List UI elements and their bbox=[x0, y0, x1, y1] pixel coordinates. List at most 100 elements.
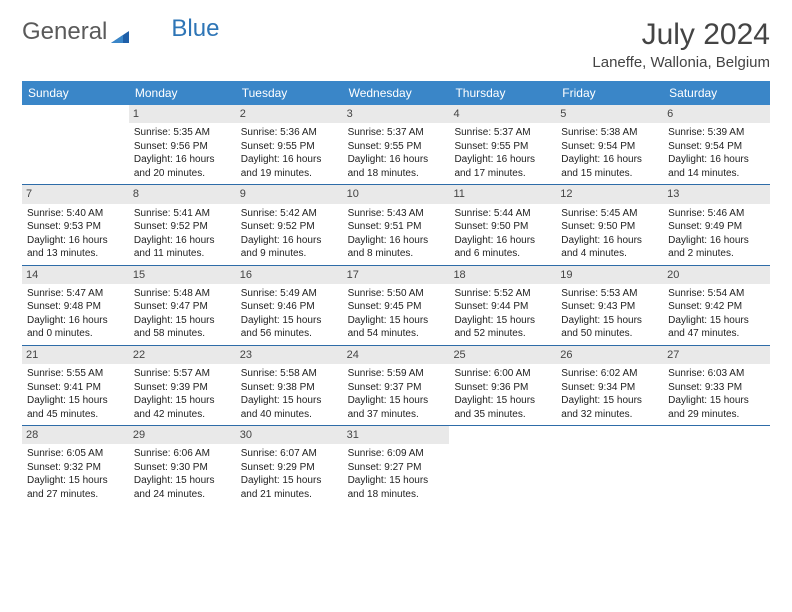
day-info: Sunrise: 5:38 AMSunset: 9:54 PMDaylight:… bbox=[560, 126, 659, 180]
sunset-text: Sunset: 9:42 PM bbox=[668, 300, 765, 313]
sunset-text: Sunset: 9:44 PM bbox=[454, 300, 551, 313]
sunset-text: Sunset: 9:38 PM bbox=[241, 381, 338, 394]
day-cell: 11Sunrise: 5:44 AMSunset: 9:50 PMDayligh… bbox=[449, 185, 556, 264]
day-cell: 12Sunrise: 5:45 AMSunset: 9:50 PMDayligh… bbox=[556, 185, 663, 264]
sunrise-text: Sunrise: 5:54 AM bbox=[668, 287, 765, 300]
title-block: July 2024 Laneffe, Wallonia, Belgium bbox=[592, 18, 770, 71]
day2-text: and 18 minutes. bbox=[348, 488, 445, 501]
sunset-text: Sunset: 9:39 PM bbox=[134, 381, 231, 394]
day2-text: and 58 minutes. bbox=[134, 327, 231, 340]
day-cell: 30Sunrise: 6:07 AMSunset: 9:29 PMDayligh… bbox=[236, 426, 343, 505]
day1-text: Daylight: 16 hours bbox=[27, 234, 124, 247]
week-row: .1Sunrise: 5:35 AMSunset: 9:56 PMDayligh… bbox=[22, 105, 770, 185]
day-info: Sunrise: 5:49 AMSunset: 9:46 PMDaylight:… bbox=[240, 287, 339, 341]
day-cell: . bbox=[556, 426, 663, 505]
day-cell: . bbox=[663, 426, 770, 505]
sunset-text: Sunset: 9:37 PM bbox=[348, 381, 445, 394]
day-cell: 3Sunrise: 5:37 AMSunset: 9:55 PMDaylight… bbox=[343, 105, 450, 184]
sunset-text: Sunset: 9:53 PM bbox=[27, 220, 124, 233]
sunset-text: Sunset: 9:27 PM bbox=[348, 461, 445, 474]
sunset-text: Sunset: 9:43 PM bbox=[561, 300, 658, 313]
sunset-text: Sunset: 9:55 PM bbox=[241, 140, 338, 153]
day2-text: and 32 minutes. bbox=[561, 408, 658, 421]
day1-text: Daylight: 15 hours bbox=[27, 394, 124, 407]
sunset-text: Sunset: 9:48 PM bbox=[27, 300, 124, 313]
day-info: Sunrise: 5:35 AMSunset: 9:56 PMDaylight:… bbox=[133, 126, 232, 180]
day-header-cell: Monday bbox=[129, 81, 236, 105]
day1-text: Daylight: 15 hours bbox=[454, 394, 551, 407]
sunset-text: Sunset: 9:55 PM bbox=[348, 140, 445, 153]
week-row: 14Sunrise: 5:47 AMSunset: 9:48 PMDayligh… bbox=[22, 266, 770, 346]
sunrise-text: Sunrise: 5:44 AM bbox=[454, 207, 551, 220]
day1-text: Daylight: 15 hours bbox=[348, 394, 445, 407]
day1-text: Daylight: 16 hours bbox=[348, 234, 445, 247]
day-info: Sunrise: 5:57 AMSunset: 9:39 PMDaylight:… bbox=[133, 367, 232, 421]
day2-text: and 0 minutes. bbox=[27, 327, 124, 340]
day-info: Sunrise: 5:41 AMSunset: 9:52 PMDaylight:… bbox=[133, 207, 232, 261]
day-info: Sunrise: 5:50 AMSunset: 9:45 PMDaylight:… bbox=[347, 287, 446, 341]
day2-text: and 14 minutes. bbox=[668, 167, 765, 180]
day2-text: and 6 minutes. bbox=[454, 247, 551, 260]
day1-text: Daylight: 15 hours bbox=[134, 394, 231, 407]
sunrise-text: Sunrise: 5:53 AM bbox=[561, 287, 658, 300]
day-number: 11 bbox=[449, 185, 556, 203]
day1-text: Daylight: 15 hours bbox=[668, 314, 765, 327]
sunrise-text: Sunrise: 5:35 AM bbox=[134, 126, 231, 139]
sunset-text: Sunset: 9:56 PM bbox=[134, 140, 231, 153]
day2-text: and 42 minutes. bbox=[134, 408, 231, 421]
sunrise-text: Sunrise: 5:39 AM bbox=[668, 126, 765, 139]
day-header-cell: Friday bbox=[556, 81, 663, 105]
day-cell: 29Sunrise: 6:06 AMSunset: 9:30 PMDayligh… bbox=[129, 426, 236, 505]
day-cell: 1Sunrise: 5:35 AMSunset: 9:56 PMDaylight… bbox=[129, 105, 236, 184]
day-number: 29 bbox=[129, 426, 236, 444]
day2-text: and 20 minutes. bbox=[134, 167, 231, 180]
page-header: General Blue July 2024 Laneffe, Wallonia… bbox=[22, 18, 770, 71]
day-cell: 13Sunrise: 5:46 AMSunset: 9:49 PMDayligh… bbox=[663, 185, 770, 264]
day-info: Sunrise: 5:59 AMSunset: 9:37 PMDaylight:… bbox=[347, 367, 446, 421]
day-cell: 2Sunrise: 5:36 AMSunset: 9:55 PMDaylight… bbox=[236, 105, 343, 184]
sunset-text: Sunset: 9:54 PM bbox=[561, 140, 658, 153]
day-cell: 8Sunrise: 5:41 AMSunset: 9:52 PMDaylight… bbox=[129, 185, 236, 264]
day-info: Sunrise: 5:58 AMSunset: 9:38 PMDaylight:… bbox=[240, 367, 339, 421]
day-info: Sunrise: 5:42 AMSunset: 9:52 PMDaylight:… bbox=[240, 207, 339, 261]
day-info: Sunrise: 6:02 AMSunset: 9:34 PMDaylight:… bbox=[560, 367, 659, 421]
day-info: Sunrise: 6:03 AMSunset: 9:33 PMDaylight:… bbox=[667, 367, 766, 421]
day-number: 23 bbox=[236, 346, 343, 364]
day-number: 14 bbox=[22, 266, 129, 284]
sunset-text: Sunset: 9:50 PM bbox=[561, 220, 658, 233]
sunrise-text: Sunrise: 5:40 AM bbox=[27, 207, 124, 220]
sunset-text: Sunset: 9:30 PM bbox=[134, 461, 231, 474]
day1-text: Daylight: 15 hours bbox=[668, 394, 765, 407]
day-number: 26 bbox=[556, 346, 663, 364]
day2-text: and 21 minutes. bbox=[241, 488, 338, 501]
day-number: 22 bbox=[129, 346, 236, 364]
sunset-text: Sunset: 9:55 PM bbox=[454, 140, 551, 153]
sunset-text: Sunset: 9:47 PM bbox=[134, 300, 231, 313]
day-header-row: SundayMondayTuesdayWednesdayThursdayFrid… bbox=[22, 81, 770, 105]
day2-text: and 35 minutes. bbox=[454, 408, 551, 421]
day-info: Sunrise: 5:45 AMSunset: 9:50 PMDaylight:… bbox=[560, 207, 659, 261]
day2-text: and 15 minutes. bbox=[561, 167, 658, 180]
day-number: 9 bbox=[236, 185, 343, 203]
day-info: Sunrise: 5:52 AMSunset: 9:44 PMDaylight:… bbox=[453, 287, 552, 341]
day-header-cell: Tuesday bbox=[236, 81, 343, 105]
sunset-text: Sunset: 9:34 PM bbox=[561, 381, 658, 394]
day1-text: Daylight: 16 hours bbox=[668, 153, 765, 166]
day-info: Sunrise: 5:48 AMSunset: 9:47 PMDaylight:… bbox=[133, 287, 232, 341]
month-title: July 2024 bbox=[592, 18, 770, 52]
day1-text: Daylight: 15 hours bbox=[241, 314, 338, 327]
week-row: 28Sunrise: 6:05 AMSunset: 9:32 PMDayligh… bbox=[22, 426, 770, 505]
day2-text: and 17 minutes. bbox=[454, 167, 551, 180]
day-number: 17 bbox=[343, 266, 450, 284]
day1-text: Daylight: 15 hours bbox=[454, 314, 551, 327]
day-cell: 9 Sunrise: 5:42 AMSunset: 9:52 PMDaylight… bbox=[236, 185, 343, 264]
logo: General Blue bbox=[22, 18, 219, 46]
day-cell: 24Sunrise: 5:59 AMSunset: 9:37 PMDayligh… bbox=[343, 346, 450, 425]
day-cell: 16Sunrise: 5:49 AMSunset: 9:46 PMDayligh… bbox=[236, 266, 343, 345]
day1-text: Daylight: 15 hours bbox=[561, 394, 658, 407]
day-cell: 20Sunrise: 5:54 AMSunset: 9:42 PMDayligh… bbox=[663, 266, 770, 345]
day-cell: 27 Sunrise: 6:03 AMSunset: 9:33 PMDayligh… bbox=[663, 346, 770, 425]
sunset-text: Sunset: 9:54 PM bbox=[668, 140, 765, 153]
day-number: 27 bbox=[663, 346, 770, 364]
day-number: 28 bbox=[22, 426, 129, 444]
